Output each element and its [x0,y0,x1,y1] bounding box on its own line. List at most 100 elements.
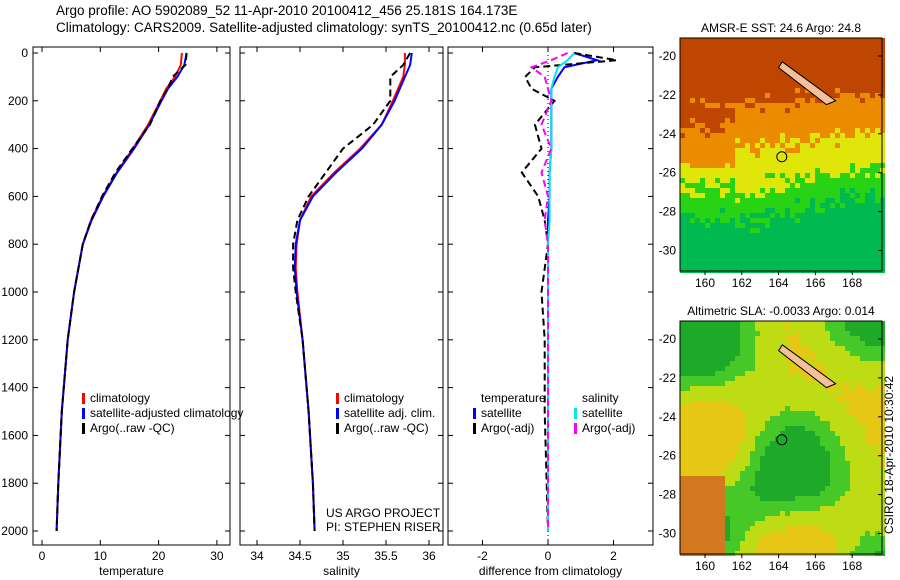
sst-cell [840,253,845,258]
sla-cell [870,406,875,411]
sla-cell [710,506,715,511]
sla-cell [715,336,720,341]
sla-cell [685,416,690,421]
sst-cell [855,213,860,218]
sla-cell [845,386,850,391]
sst-cell [765,213,770,218]
sla-cell [785,401,790,406]
sla-cell [825,536,830,541]
sla-cell [715,476,720,481]
sla-cell [755,521,760,526]
sla-cell [855,541,860,546]
sla-cell [730,411,735,416]
sla-cell [840,341,845,346]
sst-cell [705,108,710,113]
sla-cell [730,496,735,501]
sla-cell [800,471,805,476]
sla-cell [765,441,770,446]
sla-cell [805,406,810,411]
sla-cell [710,471,715,476]
sla-cell [870,481,875,486]
sst-cell [720,43,725,48]
sla-cell [850,411,855,416]
sst-cell [870,118,875,123]
sla-cell [685,506,690,511]
sst-cell [765,153,770,158]
sst-cell [865,43,870,48]
sla-cell [725,371,730,376]
sla-cell [705,371,710,376]
sla-cell [800,346,805,351]
sst-cell [875,113,880,118]
sla-cell [785,496,790,501]
sst-cell [725,168,730,173]
sla-cell [695,496,700,501]
sla-cell [805,416,810,421]
sla-cell [695,351,700,356]
sla-cell [870,446,875,451]
sst-cell [810,203,815,208]
sla-cell [780,461,785,466]
sst-cell [840,93,845,98]
sla-cell [760,431,765,436]
sla-cell [760,361,765,366]
sla-cell [860,326,865,331]
sla-cell [810,536,815,541]
sst-cell [750,188,755,193]
sla-cell [790,476,795,481]
sst-cell [815,168,820,173]
sla-cell [840,486,845,491]
sst-cell [725,133,730,138]
sst-cell [765,263,770,268]
sla-cell [720,446,725,451]
sst-cell [695,103,700,108]
sla-cell [835,471,840,476]
sla-cell [780,506,785,511]
sla-cell [795,506,800,511]
sst-cell [780,203,785,208]
sst-cell [745,198,750,203]
sst-cell [810,93,815,98]
sst-cell [840,218,845,223]
sla-cell [770,391,775,396]
sst-cell [775,128,780,133]
sla-cell [750,486,755,491]
sst-cell [830,203,835,208]
sst-cell [785,163,790,168]
sst-cell [725,188,730,193]
sst-cell [790,218,795,223]
sst-cell [695,228,700,233]
sla-cell [860,391,865,396]
sst-cell [815,173,820,178]
sla-cell [750,351,755,356]
sla-cell [720,536,725,541]
sla-cell [860,411,865,416]
sst-cell [875,68,880,73]
sla-cell [725,361,730,366]
sla-cell [760,366,765,371]
sst-cell [855,208,860,213]
sla-cell [750,416,755,421]
sst-cell [730,88,735,93]
sla-cell [755,406,760,411]
series-line-salinity-argo-adj- [529,52,569,531]
sla-cell [820,396,825,401]
sla-cell [865,491,870,496]
sst-cell [850,198,855,203]
sla-cell [710,416,715,421]
sst-cell [750,108,755,113]
sla-cell [685,511,690,516]
sst-cell [760,133,765,138]
sla-cell [685,541,690,546]
sst-cell [865,203,870,208]
sst-cell [695,83,700,88]
sst-cell [740,98,745,103]
sst-cell [835,163,840,168]
sst-cell [700,123,705,128]
sla-cell [710,336,715,341]
sla-cell [860,416,865,421]
sla-cell [870,536,875,541]
sst-cell [690,233,695,238]
sst-cell [710,113,715,118]
sst-cell [855,88,860,93]
